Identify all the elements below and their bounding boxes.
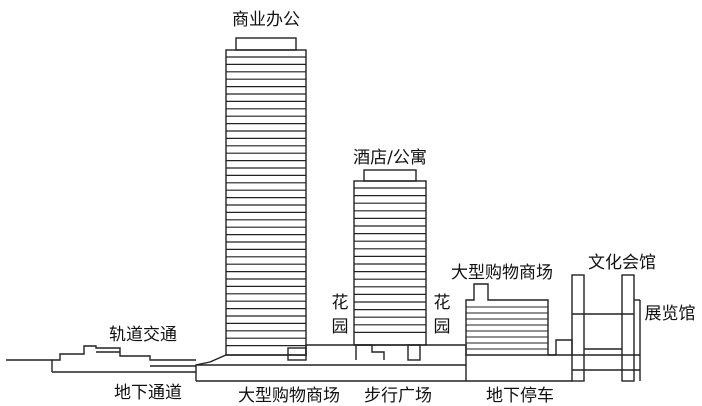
mall-block-floors bbox=[466, 306, 548, 350]
label-mall-upper: 大型购物商场 bbox=[451, 263, 553, 283]
label-underground-parking: 地下停车 bbox=[486, 386, 554, 406]
rail-station-outline bbox=[51, 345, 196, 372]
hotel-tower bbox=[353, 169, 427, 346]
office-tower-body bbox=[225, 49, 307, 356]
podium bbox=[195, 344, 578, 382]
podium-small-box bbox=[287, 347, 307, 361]
office-tower-floors bbox=[226, 56, 306, 347]
mall-block-outline bbox=[465, 283, 549, 355]
label-exhibition-hall: 展览馆 bbox=[645, 304, 696, 324]
culture-tower-left bbox=[571, 274, 585, 382]
label-mall-lower: 大型购物商场 bbox=[238, 386, 340, 406]
labels: 商业办公 酒店/公寓 花 园 花 园 大型购物商场 文化会馆 展览馆 轨道交通 … bbox=[109, 10, 696, 406]
label-garden-right-1: 花 bbox=[434, 293, 451, 313]
hotel-tower-body bbox=[353, 180, 427, 346]
label-culture-hall: 文化会馆 bbox=[588, 253, 656, 273]
label-hotel: 酒店/公寓 bbox=[353, 148, 427, 168]
label-garden-left-1: 花 bbox=[332, 293, 349, 313]
plaza-pavilion bbox=[407, 344, 421, 361]
label-rail-transit: 轨道交通 bbox=[109, 325, 177, 345]
culture-exhibition-building bbox=[548, 274, 641, 382]
label-pedestrian-plaza: 步行广场 bbox=[364, 386, 432, 406]
plaza-structure bbox=[355, 344, 385, 360]
label-garden-left-2: 园 bbox=[332, 317, 349, 337]
label-office: 商业办公 bbox=[232, 10, 300, 30]
hotel-tower-roof bbox=[363, 169, 417, 182]
mall-block bbox=[465, 283, 549, 355]
label-underground-passage: 地下通道 bbox=[114, 383, 182, 403]
office-tower bbox=[225, 37, 307, 356]
office-tower-roof bbox=[235, 37, 297, 51]
culture-tower-right bbox=[621, 274, 635, 382]
podium-roof-line bbox=[195, 344, 578, 381]
hotel-tower-floors bbox=[354, 187, 426, 333]
label-garden-right-2: 园 bbox=[434, 317, 451, 337]
culture-annex bbox=[548, 339, 573, 356]
rail-transit bbox=[6, 345, 196, 373]
